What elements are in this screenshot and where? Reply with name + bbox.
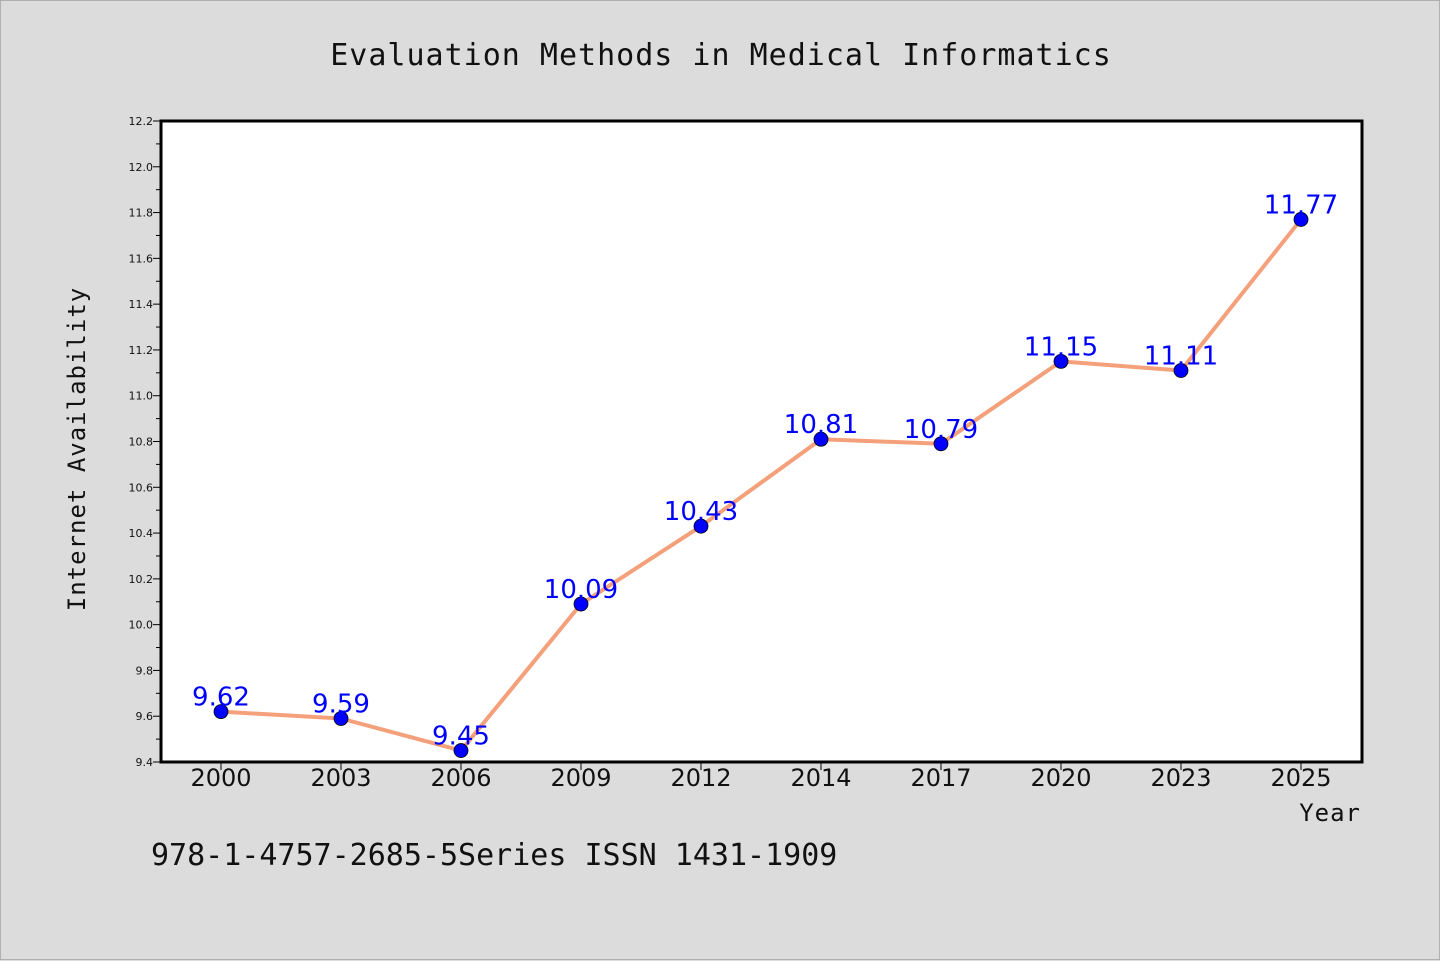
data-label: 10.09: [544, 575, 618, 605]
data-point: [933, 436, 949, 452]
data-point: [1293, 212, 1309, 227]
x-tick-label: 2017: [910, 764, 971, 792]
y-tick-label: 11.4: [129, 298, 154, 311]
data-label: 9.62: [192, 683, 250, 713]
y-tick-label: 11.2: [129, 344, 154, 357]
data-label: 10.81: [784, 410, 858, 440]
series-line-group: [220, 218, 1303, 753]
y-tick-label: 10.8: [129, 436, 154, 449]
x-tick-label: 2012: [670, 764, 731, 792]
series-line: [220, 218, 1303, 753]
x-tick-label: 2025: [1270, 764, 1331, 792]
data-point: [453, 743, 469, 758]
plot-area: [159, 119, 1364, 764]
data-label: 9.45: [432, 722, 490, 752]
x-tick-label: 2006: [430, 764, 491, 792]
data-point: [333, 711, 349, 726]
data-label: 10.43: [664, 497, 738, 527]
data-point: [213, 704, 229, 720]
y-tick-label: 11.6: [129, 252, 154, 265]
y-tick-label: 11.0: [129, 390, 154, 403]
data-label: 10.79: [904, 415, 978, 445]
data-point: [1173, 363, 1189, 378]
x-tick-label: 2000: [190, 764, 251, 792]
y-tick-label: 11.8: [129, 207, 154, 220]
x-tick-label: 2009: [550, 764, 611, 792]
x-axis: 2000 2003 2006 2009 2012 2014 2017 2020 2023 2025: [190, 762, 1332, 792]
chart-title: Evaluation Methods in Medical Informatic…: [330, 38, 1112, 73]
data-label: 9.59: [312, 690, 370, 720]
y-tick-label: 10.2: [129, 573, 154, 586]
y-tick-label: 10.0: [129, 619, 154, 632]
data-label: 11.11: [1144, 342, 1218, 372]
y-tick-label: 9.4: [136, 756, 154, 769]
data-point: [1053, 353, 1069, 369]
series-markers: [213, 212, 1309, 758]
x-tick-label: 2003: [310, 764, 371, 792]
x-tick-label: 2020: [1030, 764, 1091, 792]
data-point: [813, 431, 829, 447]
y-tick-label: 9.8: [136, 664, 154, 677]
data-labels: 9.62 9.59 9.45 10.09 10.43 10.81 10.79 11.15 11.…: [192, 190, 1338, 751]
y-tick-label: 9.6: [136, 710, 154, 723]
x-tick-label: 2014: [790, 764, 851, 792]
x-axis-label: Year: [1299, 799, 1361, 827]
data-point: [693, 518, 709, 534]
data-label: 11.15: [1024, 332, 1098, 362]
y-tick-label: 12.0: [129, 161, 154, 174]
y-axis: 9.4 9.6 9.8 10.0 10.2 10.4 10.6 10.8 11.0 11.2 11.…: [129, 115, 161, 769]
data-label: 11.77: [1264, 190, 1338, 220]
footer-text: 978-1-4757-2685-5Series ISSN 1431-1909: [151, 838, 837, 873]
y-axis-label: Internet Availability: [63, 287, 91, 611]
y-tick-label: 10.4: [129, 527, 154, 540]
y-tick-label: 12.2: [129, 115, 154, 128]
data-point: [573, 596, 589, 612]
y-tick-label: 10.6: [129, 481, 154, 494]
x-tick-label: 2023: [1150, 764, 1211, 792]
